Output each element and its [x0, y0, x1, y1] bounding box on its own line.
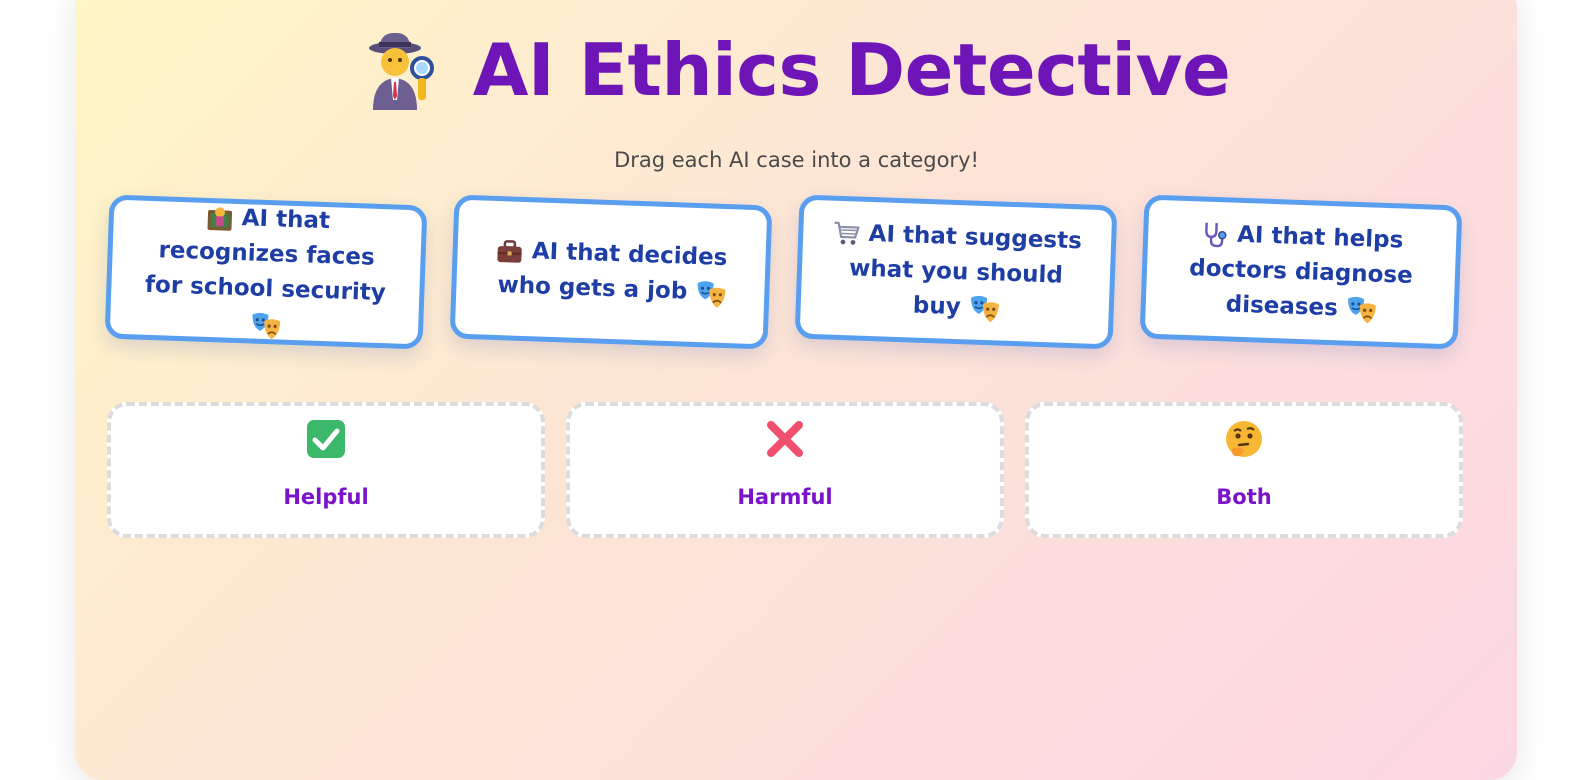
title-text: AI Ethics Detective: [472, 28, 1231, 112]
ai-case-card-face-recognition[interactable]: AI that recognizes faces for school secu…: [104, 194, 428, 350]
theater-masks-icon: [1345, 295, 1376, 324]
drop-zone-both[interactable]: Both: [1025, 402, 1463, 538]
thinking-face-icon: [1224, 419, 1264, 459]
theater-masks-icon: [250, 310, 281, 339]
check-mark-icon: [306, 419, 346, 459]
card-label: AI that decides who gets a job: [480, 232, 742, 311]
school-icon: [205, 203, 234, 232]
shopping-cart-icon: [832, 219, 861, 248]
card-label: AI that recognizes faces for school secu…: [134, 198, 399, 347]
instructions-text: Drag each AI case into a category!: [614, 148, 979, 172]
briefcase-icon: [495, 236, 524, 265]
category-label: Harmful: [737, 485, 833, 509]
category-label: Helpful: [283, 485, 369, 509]
ai-case-card-job-decision[interactable]: AI that decides who gets a job: [449, 194, 773, 350]
game-panel: [75, 0, 1517, 780]
ai-case-card-medical-diagnosis[interactable]: AI that helps doctors diagnose diseases: [1139, 194, 1463, 350]
theater-masks-icon: [695, 278, 726, 308]
cross-mark-icon: [765, 419, 805, 459]
card-label: AI that suggests what you should buy: [824, 215, 1088, 329]
header: AI Ethics Detective: [0, 20, 1593, 120]
theater-masks-icon: [968, 293, 999, 323]
ai-case-card-shopping-suggestions[interactable]: AI that suggests what you should buy: [794, 194, 1118, 350]
drop-zone-harmful[interactable]: Harmful: [566, 402, 1004, 538]
card-label: AI that helps doctors diagnose diseases: [1169, 215, 1433, 329]
page-title: AI Ethics Detective: [363, 28, 1231, 112]
category-label: Both: [1216, 485, 1272, 509]
drop-zone-helpful[interactable]: Helpful: [107, 402, 545, 538]
detective-icon: [363, 30, 439, 110]
stethoscope-icon: [1201, 219, 1230, 248]
